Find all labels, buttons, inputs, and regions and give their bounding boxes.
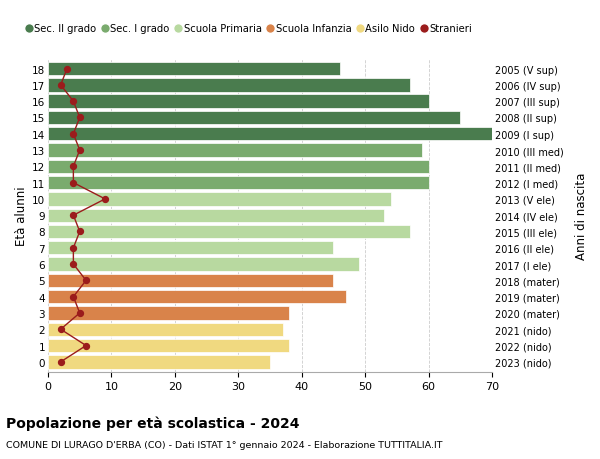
Bar (48, 274, 334, 287)
Point (56, 82, 65, 90)
Bar (48, 258, 359, 271)
Text: Popolazione per età scolastica - 2024: Popolazione per età scolastica - 2024 (6, 415, 299, 430)
Bar (48, 193, 391, 206)
Point (68, 212, 78, 219)
Bar (48, 209, 384, 223)
Point (81, 277, 91, 285)
Bar (48, 128, 492, 141)
Point (68, 261, 78, 268)
Bar (48, 241, 334, 255)
Bar (48, 307, 289, 320)
Bar (48, 144, 422, 157)
Point (68, 179, 78, 187)
Point (68, 98, 78, 106)
Point (75, 309, 85, 317)
Point (68, 131, 78, 138)
Bar (48, 79, 410, 92)
Bar (48, 225, 410, 239)
Y-axis label: Anni di nascita: Anni di nascita (575, 172, 587, 259)
Y-axis label: Età alunni: Età alunni (15, 186, 28, 246)
Point (56, 358, 65, 366)
Point (68, 293, 78, 301)
Bar (48, 339, 289, 353)
Point (75, 114, 85, 122)
Point (75, 147, 85, 154)
Legend: Sec. II grado, Sec. I grado, Scuola Primaria, Scuola Infanzia, Asilo Nido, Stran: Sec. II grado, Sec. I grado, Scuola Prim… (26, 24, 472, 34)
Point (68, 163, 78, 171)
Point (68, 245, 78, 252)
Bar (48, 355, 270, 369)
Bar (48, 95, 428, 109)
Point (62, 66, 72, 73)
Point (100, 196, 110, 203)
Bar (48, 323, 283, 336)
Bar (48, 63, 340, 76)
Bar (48, 112, 460, 125)
Bar (48, 160, 428, 174)
Point (75, 228, 85, 235)
Text: COMUNE DI LURAGO D'ERBA (CO) - Dati ISTAT 1° gennaio 2024 - Elaborazione TUTTITA: COMUNE DI LURAGO D'ERBA (CO) - Dati ISTA… (6, 440, 443, 449)
Point (81, 342, 91, 349)
Point (56, 326, 65, 333)
Bar (48, 291, 346, 304)
Bar (48, 177, 428, 190)
